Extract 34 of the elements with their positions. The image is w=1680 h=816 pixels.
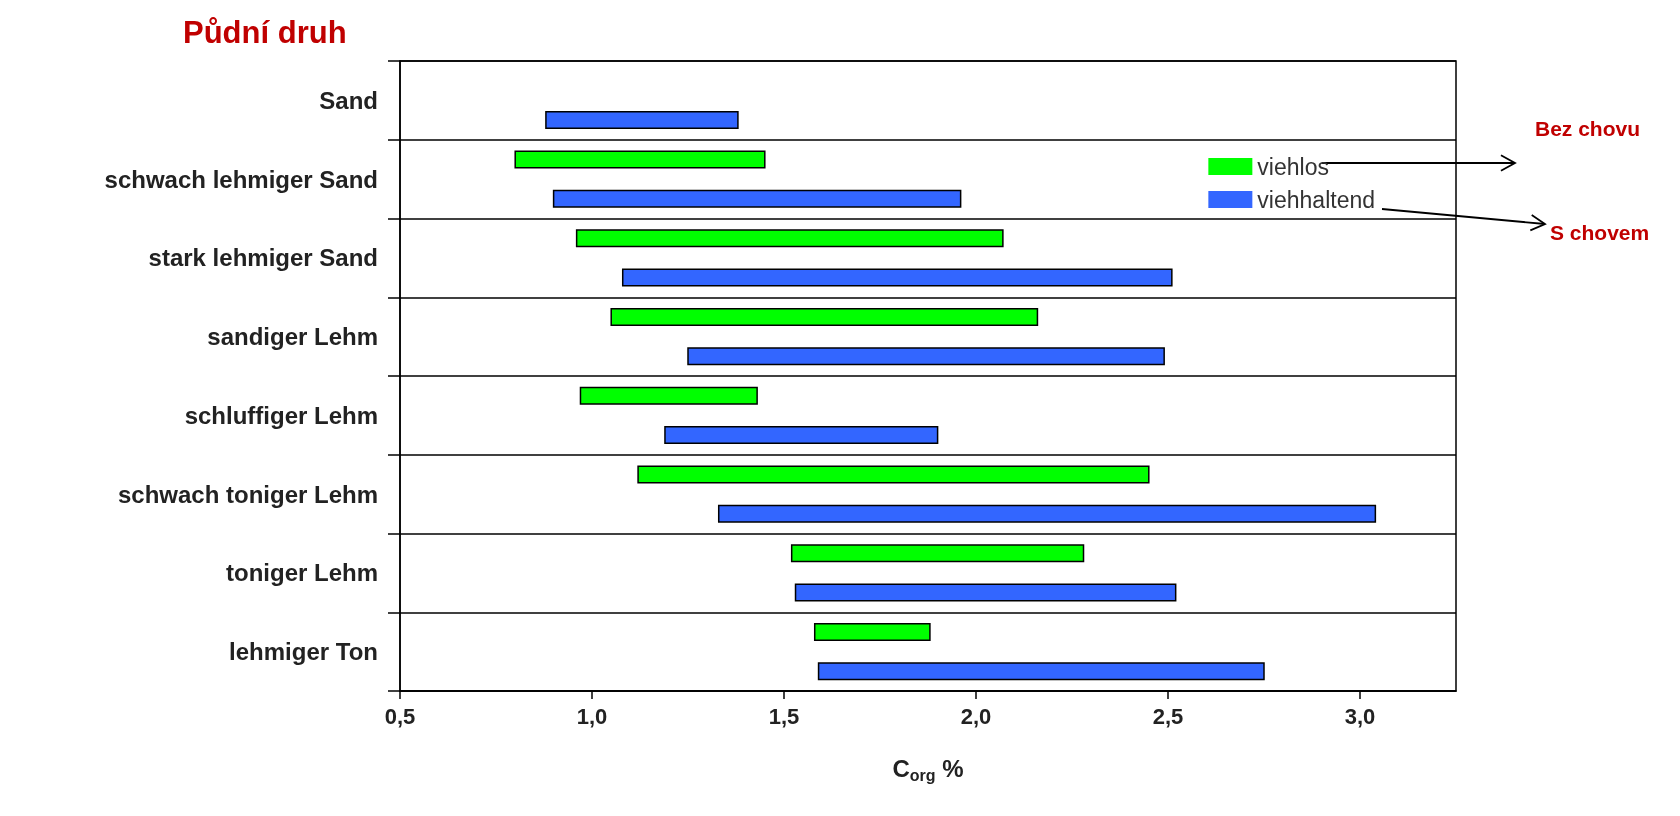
bar xyxy=(813,622,931,641)
bar xyxy=(621,268,1173,287)
y-tick-label: schluffiger Lehm xyxy=(184,401,378,429)
bar xyxy=(817,662,1265,681)
y-tick-label: sandiger Lehm xyxy=(207,323,378,351)
x-tick-label: 2,0 xyxy=(960,703,992,729)
chart-title: Půdní druh xyxy=(183,15,347,50)
y-tick-label: toniger Lehm xyxy=(225,559,378,587)
y-tick-label: stark lehmiger Sand xyxy=(148,244,378,272)
bar xyxy=(790,544,1085,563)
bar xyxy=(552,189,962,208)
y-tick-label: schwach lehmiger Sand xyxy=(104,165,378,193)
bar xyxy=(717,504,1377,523)
x-tick-label: 2,5 xyxy=(1152,703,1184,729)
x-tick-label: 1,0 xyxy=(576,703,608,729)
y-tick-label: lehmiger Ton xyxy=(229,638,378,666)
y-tick-label: Sand xyxy=(319,86,378,114)
y-tick-label: schwach toniger Lehm xyxy=(117,480,378,508)
bar xyxy=(579,386,758,405)
x-tick-label: 1,5 xyxy=(768,703,800,729)
text: S chovem xyxy=(1550,221,1650,244)
x-tick-label: 0,5 xyxy=(384,703,416,729)
bar xyxy=(794,583,1177,602)
x-tick-label: 3,0 xyxy=(1344,703,1376,729)
bar xyxy=(545,111,739,130)
legend-label: viehlos xyxy=(1257,153,1329,180)
bar xyxy=(610,307,1039,326)
bar xyxy=(575,229,1004,248)
bar xyxy=(637,465,1150,484)
bar xyxy=(514,150,766,169)
bar xyxy=(687,347,1165,366)
text: Bez chovu xyxy=(1535,117,1641,140)
bar xyxy=(664,426,939,445)
legend-label: viehhaltend xyxy=(1257,186,1376,213)
